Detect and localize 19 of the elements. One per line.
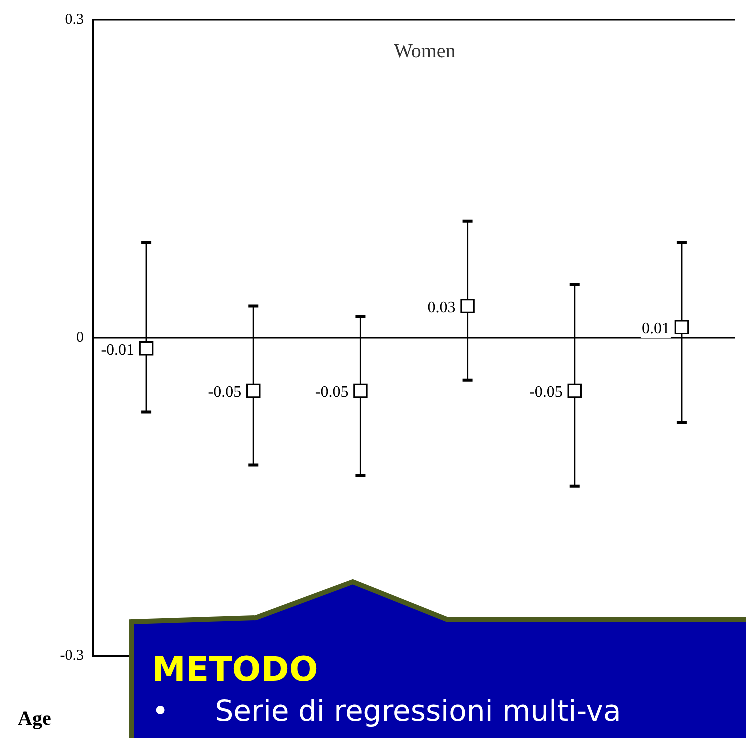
callout-box: METODO • Serie di regressioni multi-va: [128, 578, 746, 738]
y-tick-label: 0: [76, 330, 84, 346]
annotation: METODO: [152, 650, 318, 690]
point: [568, 384, 582, 398]
point: [246, 384, 261, 398]
data-label: 0.03: [428, 299, 456, 316]
data-label: -0.05: [530, 384, 563, 402]
data-label: -0.01: [101, 342, 135, 359]
point: [674, 320, 690, 335]
text: Women: [394, 40, 456, 62]
y-tick-label: 0.3: [65, 12, 84, 28]
y-tick-label: -0.3: [60, 648, 84, 664]
point: [460, 299, 475, 314]
data-label: -0.05: [208, 384, 242, 402]
data-label: -0.05: [315, 384, 349, 402]
point: [139, 341, 154, 356]
x-axis-title: Age: [18, 708, 52, 730]
point: [354, 384, 368, 398]
data-label: 0.01: [642, 320, 670, 338]
